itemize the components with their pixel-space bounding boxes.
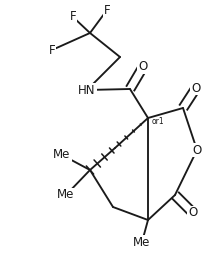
Text: O: O bbox=[138, 61, 148, 73]
Text: or1: or1 bbox=[152, 117, 165, 126]
Text: O: O bbox=[191, 81, 201, 95]
Text: Me: Me bbox=[133, 235, 151, 249]
Text: F: F bbox=[70, 11, 76, 23]
Text: O: O bbox=[188, 206, 198, 220]
Text: F: F bbox=[49, 44, 55, 57]
Text: O: O bbox=[192, 143, 202, 157]
Text: Me: Me bbox=[57, 189, 75, 201]
Text: Me: Me bbox=[53, 148, 71, 162]
Text: HN: HN bbox=[78, 83, 96, 97]
Text: F: F bbox=[104, 4, 110, 16]
